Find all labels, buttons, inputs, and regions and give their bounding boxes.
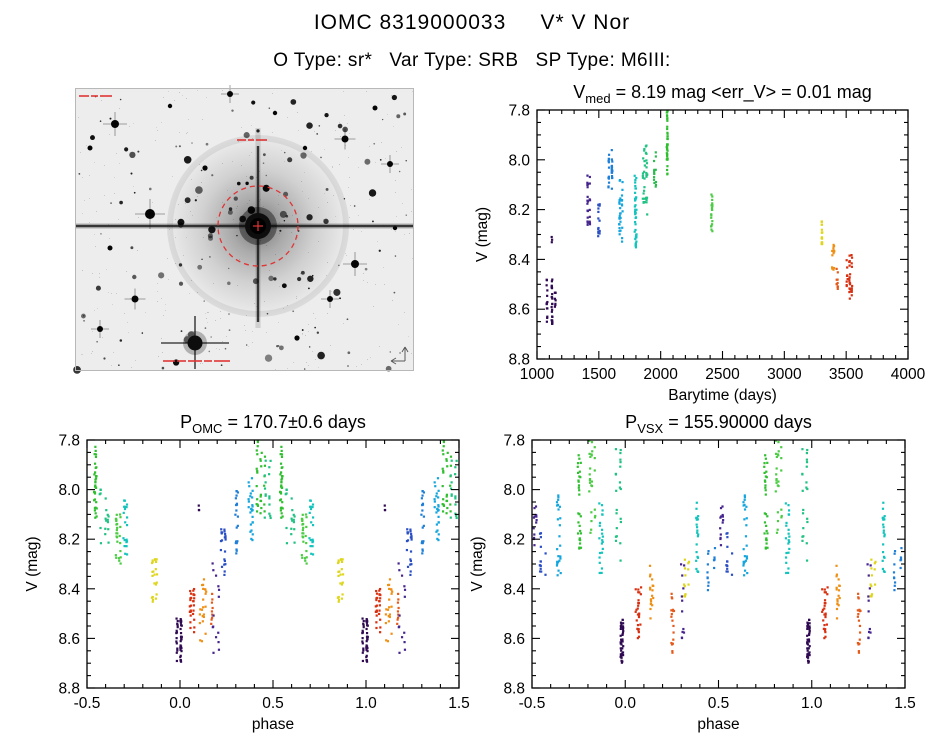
y-tick-label: 8.4 (503, 581, 525, 598)
x-tick-label: 0.0 (614, 695, 636, 712)
page-title: IOMC 8319000033 V* V Nor (313, 11, 631, 34)
x-tick-label: 1000 (520, 366, 555, 383)
x-axis-label: phase (697, 716, 739, 733)
y-tick-label: 7.8 (508, 103, 530, 120)
y-tick-label: 7.8 (503, 433, 525, 450)
x-tick-label: 0.5 (708, 695, 730, 712)
red-annotation-mark (248, 139, 254, 141)
plot-title: POMC = 170.7±0.6 days (180, 412, 366, 436)
y-tick-label: 8.2 (508, 202, 530, 219)
x-tick-label: 1.5 (894, 695, 916, 712)
axes-box (531, 439, 906, 689)
red-annotation-mark (188, 360, 202, 362)
data-points (92, 440, 458, 663)
x-tick-label: 1.0 (355, 695, 377, 712)
x-tick-label: 0.0 (169, 695, 191, 712)
y-tick-label: 8.8 (58, 681, 80, 698)
page-subtitle: O Type: sr* Var Type: SRB SP Type: M6III… (273, 50, 671, 71)
y-axis-label: V (mag) (24, 536, 41, 591)
data-points (545, 110, 854, 326)
x-tick-label: 2500 (705, 366, 740, 383)
red-annotation-mark (100, 95, 112, 97)
red-annotation-mark (163, 360, 175, 362)
x-tick-label: 2000 (643, 366, 678, 383)
x-tick-label: 3000 (767, 366, 802, 383)
x-axis-label: Barytime (days) (668, 387, 777, 404)
y-tick-label: 8.8 (503, 681, 525, 698)
y-tick-label: 8.2 (503, 532, 525, 549)
plot-title: PVSX = 155.90000 days (625, 412, 812, 436)
y-tick-label: 8.4 (58, 581, 80, 598)
red-annotation-mark (204, 360, 212, 362)
y-tick-label: 8.8 (508, 352, 530, 369)
y-axis-label: V (mag) (469, 536, 486, 591)
data-points (532, 440, 903, 664)
y-tick-label: 8.4 (508, 252, 530, 269)
plot-title: Vmed = 8.19 mag <err_V> = 0.01 mag (573, 82, 871, 106)
axes-box (536, 109, 909, 360)
y-tick-label: 8.2 (58, 532, 80, 549)
finding-chart-image (73, 85, 414, 374)
red-annotation-mark (237, 139, 246, 141)
x-tick-label: 0.5 (262, 695, 284, 712)
red-annotation-mark (214, 360, 230, 362)
x-axis-label: phase (252, 716, 294, 733)
target-circle-marker (217, 185, 299, 267)
red-annotation-mark (256, 139, 267, 141)
x-tick-label: 4000 (891, 366, 926, 383)
y-tick-label: 8.6 (503, 631, 525, 648)
red-annotation-mark (91, 95, 98, 97)
x-tick-label: 3500 (829, 366, 864, 383)
y-tick-label: 8.0 (503, 482, 525, 499)
red-annotation-mark (177, 360, 186, 362)
phase-folded-plot-omc: -0.5 0.0 0.5 1.0 1.5 7.8 8.0 8.2 8.4 8.6 8.8 phase V… (24, 412, 470, 733)
axes-box (86, 439, 460, 689)
x-tick-label: -0.5 (519, 695, 546, 712)
red-annotation-mark (79, 95, 89, 97)
y-tick-label: 8.6 (58, 631, 80, 648)
y-tick-label: 7.8 (58, 433, 80, 450)
y-tick-label: 8.0 (58, 482, 80, 499)
phase-folded-plot-vsx: -0.5 0.0 0.5 1.0 1.5 7.8 8.0 8.2 8.4 8.6 8.8 phase V… (469, 412, 916, 733)
compass-mark-icon (390, 346, 409, 365)
lightcurve-time-plot: 1000 1500 2000 2500 3000 3500 4000 7.8 8.0 8.2 8.4… (474, 82, 926, 404)
y-tick-label: 8.6 (508, 302, 530, 319)
y-axis-label: V (mag) (474, 207, 491, 262)
x-tick-label: -0.5 (74, 695, 101, 712)
x-tick-label: 1.0 (801, 695, 823, 712)
x-tick-label: 1500 (582, 366, 617, 383)
y-tick-label: 8.0 (508, 152, 530, 169)
x-tick-label: 1.5 (448, 695, 470, 712)
